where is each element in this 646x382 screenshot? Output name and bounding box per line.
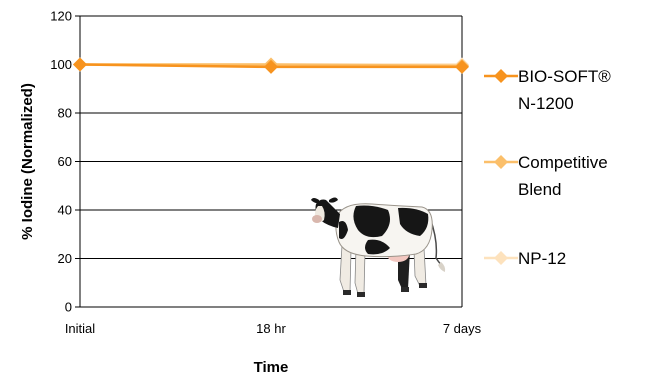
legend: BIO-SOFT® N-1200 Competitive Blend NP-12 (484, 67, 611, 268)
legend-label: Blend (518, 180, 561, 199)
y-axis-title: % Iodine (Normalized) (19, 83, 36, 240)
legend-label: Competitive (518, 153, 608, 172)
legend-marker (494, 251, 508, 265)
y-tick-label: 40 (58, 203, 72, 218)
legend-label: NP-12 (518, 249, 566, 268)
x-axis-title: Time (254, 359, 289, 376)
data-point (73, 57, 87, 72)
x-tick-label: 7 days (443, 321, 482, 336)
data-point (455, 59, 469, 74)
legend-label: BIO-SOFT® (518, 67, 611, 86)
legend-marker (494, 69, 508, 83)
y-tick-label: 80 (58, 106, 72, 121)
holstein-cow-image (311, 197, 446, 297)
legend-label: N-1200 (518, 94, 574, 113)
y-tick-label: 120 (50, 9, 72, 24)
x-tick-label: 18 hr (256, 321, 286, 336)
y-tick-label: 60 (58, 154, 72, 169)
y-tick-label: 0 (65, 300, 72, 315)
y-tick-label: 100 (50, 57, 72, 72)
legend-marker (494, 155, 508, 169)
x-tick-label: Initial (65, 321, 95, 336)
y-tick-label: 20 (58, 251, 72, 266)
data-point (264, 59, 278, 74)
series-lines (73, 57, 469, 74)
